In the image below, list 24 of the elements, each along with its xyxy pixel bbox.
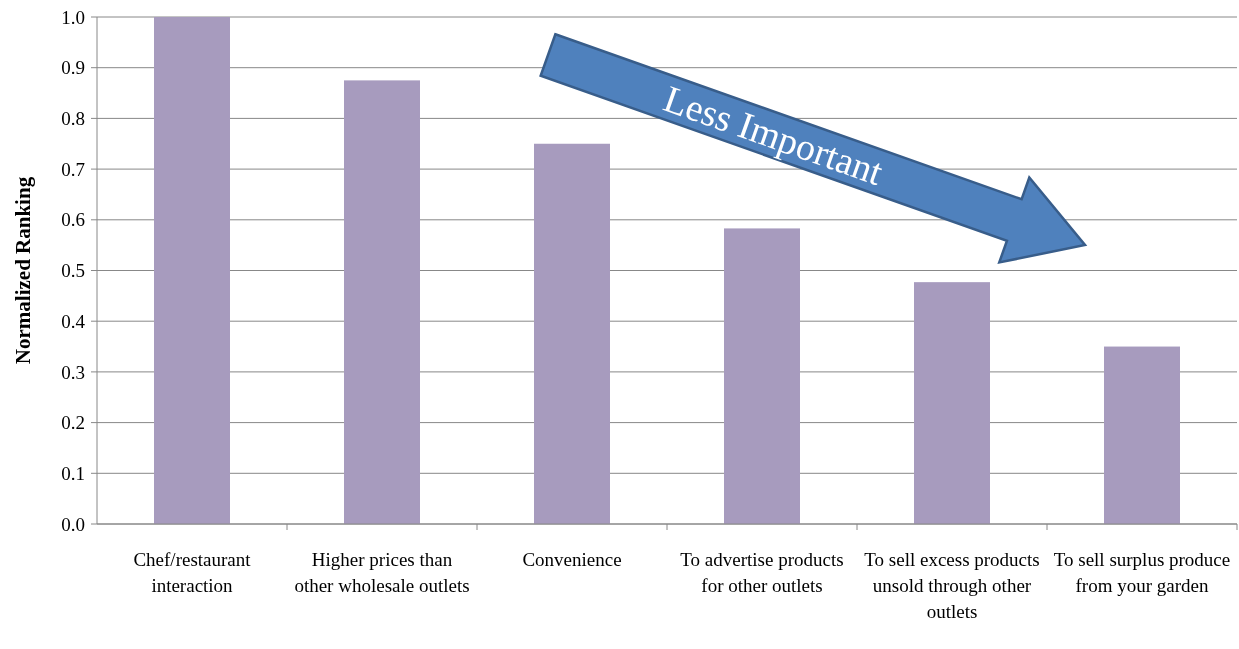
y-tick-label: 0.5 — [61, 260, 85, 282]
x-tick-label: Convenience — [522, 549, 622, 570]
bar — [534, 143, 610, 524]
y-tick-label: 1.0 — [61, 6, 85, 28]
y-tick-label: 0.7 — [61, 158, 85, 180]
x-tick-label: Higher prices than other wholesale outlets — [294, 549, 470, 596]
y-tick-label: 0.1 — [61, 462, 85, 484]
x-tick-label: Chef/restaurant interaction — [133, 549, 252, 596]
bar — [914, 282, 990, 524]
x-tick-label: To sell excess products unsold through other outlets — [864, 549, 1040, 622]
x-tick-label: To sell surplus produce from your garden — [1053, 549, 1231, 596]
bar — [1104, 346, 1180, 524]
bar — [344, 80, 420, 524]
y-tick-label: 0.9 — [61, 57, 85, 79]
y-axis-title: Normalized Ranking — [11, 176, 35, 365]
y-tick-label: 0.0 — [61, 513, 85, 535]
y-tick-label: 0.8 — [61, 108, 85, 130]
y-tick-label: 0.2 — [61, 412, 85, 434]
y-tick-label: 0.6 — [61, 209, 85, 231]
bar — [154, 17, 230, 524]
y-tick-label: 0.3 — [61, 361, 85, 383]
x-tick-label: To advertise products for other outlets — [680, 549, 844, 596]
bar — [724, 228, 800, 524]
y-tick-label: 0.4 — [61, 310, 86, 332]
